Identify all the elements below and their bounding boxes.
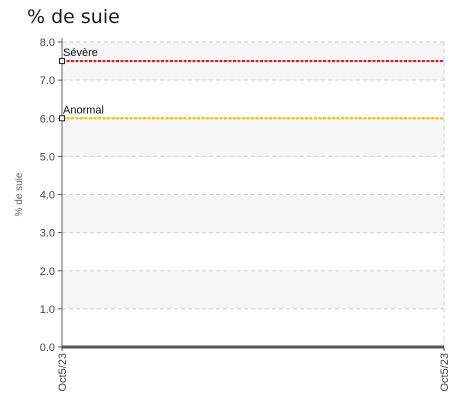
y-tick-label: 0.0	[40, 342, 55, 354]
threshold-marker	[59, 58, 65, 65]
x-tick-label: Oct5/23	[57, 353, 69, 392]
threshold-label: Sévère	[63, 47, 98, 59]
y-axis-title: % de suie	[14, 172, 25, 216]
plot-band	[62, 270, 444, 309]
y-tick-label: 5.0	[40, 151, 55, 163]
y-tick-label: 7.0	[40, 75, 55, 87]
y-tick-label: 8.0	[40, 37, 55, 49]
plot-bands	[62, 42, 444, 309]
y-tick-label: 6.0	[40, 113, 55, 125]
y-tick-label: 3.0	[40, 228, 55, 240]
plot-band	[62, 118, 444, 157]
threshold-label: Anormal	[63, 104, 104, 116]
threshold-marker	[59, 115, 65, 122]
x-tick-labels: Oct5/23 Oct5/23	[57, 353, 451, 392]
y-tick-labels: 0.0 1.0 2.0 3.0 4.0 5.0 6.0 7.0 8.0	[40, 37, 55, 354]
plot-band	[62, 194, 444, 233]
y-tick-label: 4.0	[40, 190, 55, 202]
y-tick-label: 1.0	[40, 304, 55, 316]
axes	[58, 38, 445, 351]
reference-lines: Sévère Anormal	[59, 47, 444, 122]
chart-title: % de suie	[27, 6, 120, 28]
x-tick-label: Oct5/23	[439, 353, 451, 392]
y-tick-label: 2.0	[40, 266, 55, 278]
